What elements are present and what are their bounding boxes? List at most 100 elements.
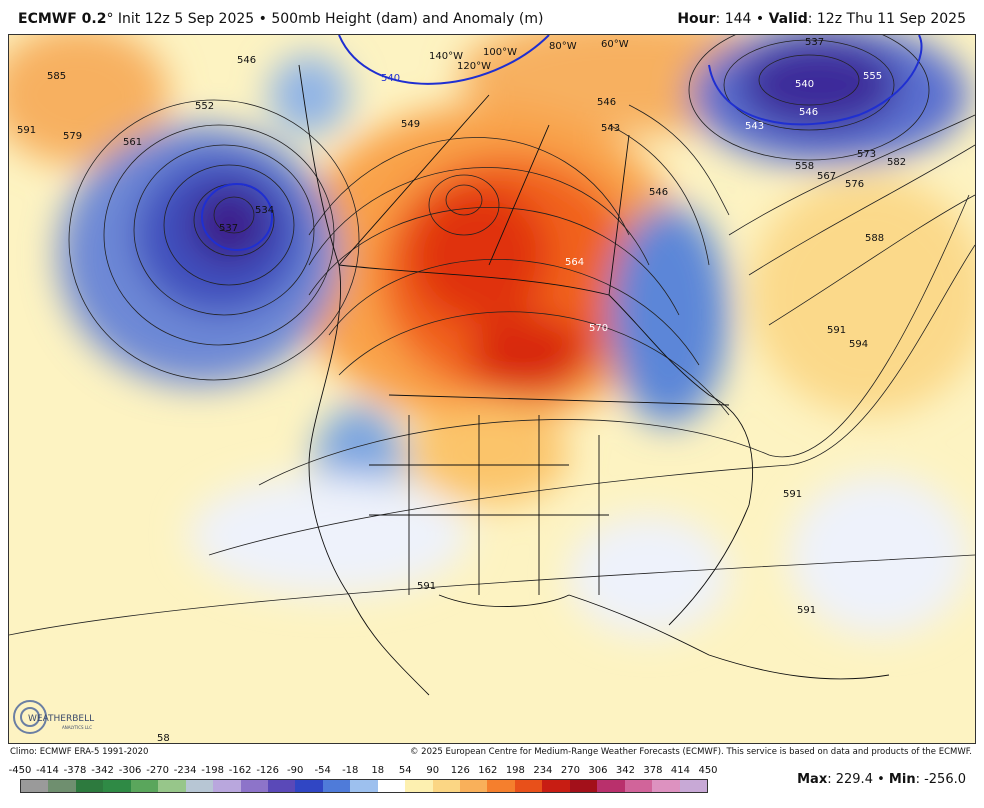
contour-label: 579 bbox=[63, 131, 82, 142]
contour-label: 588 bbox=[865, 233, 884, 244]
colorbar-tick-label: -90 bbox=[287, 765, 304, 776]
colorbar-swatch bbox=[130, 780, 159, 792]
anomaly-fields bbox=[9, 35, 975, 635]
contour-label: 555 bbox=[863, 71, 882, 82]
longitude-label: 100°W bbox=[483, 47, 517, 58]
height-contours bbox=[9, 35, 975, 636]
min-value: : -256.0 bbox=[915, 772, 966, 787]
longitude-label: 80°W bbox=[549, 41, 577, 52]
colorbar-swatch bbox=[377, 780, 406, 792]
colorbar-tick-label: -126 bbox=[256, 765, 280, 776]
colorbar-swatch bbox=[267, 780, 296, 792]
colorbar-tick-label: 342 bbox=[615, 765, 635, 776]
longitude-label: 120°W bbox=[457, 61, 491, 72]
contour-label: 567 bbox=[817, 171, 836, 182]
colorbar-swatch bbox=[48, 780, 76, 792]
dam540-contours bbox=[201, 35, 923, 251]
anomaly-southwest-near-zero bbox=[189, 475, 469, 595]
contour-label: 540 bbox=[381, 73, 400, 84]
colorbar-tick-label: -270 bbox=[146, 765, 169, 776]
valid-value: : 12z Thu 11 Sep 2025 bbox=[807, 11, 966, 27]
colorbar-tick-label: -234 bbox=[173, 765, 197, 776]
copyright-credit: © 2025 European Centre for Medium-Range … bbox=[409, 747, 972, 757]
colorbar-tick-label: -342 bbox=[91, 765, 114, 776]
colorbar-swatch bbox=[460, 780, 488, 792]
max-min-stats: Max: 229.4 • Min: -256.0 bbox=[797, 772, 966, 787]
colorbar-tick-label: 90 bbox=[426, 765, 440, 776]
contour-label: 546 bbox=[799, 107, 818, 118]
contour-label: 591 bbox=[417, 581, 436, 592]
anomaly-canada-positive-core bbox=[409, 185, 549, 325]
colorbar-tick-label: -198 bbox=[201, 765, 224, 776]
contour-label: 594 bbox=[849, 339, 868, 350]
colorbar-swatch bbox=[295, 780, 323, 792]
colorbar-tick-label: 414 bbox=[670, 765, 691, 776]
contour-label: 558 bbox=[795, 161, 814, 172]
contour-label: 546 bbox=[597, 97, 616, 108]
colorbar bbox=[20, 779, 708, 793]
contour-label: 543 bbox=[745, 121, 764, 132]
colorbar-tick-label: -18 bbox=[342, 765, 359, 776]
colorbar-swatch bbox=[185, 780, 214, 792]
anomaly-atlantic-near-zero bbox=[789, 475, 969, 635]
colorbar-swatch bbox=[405, 780, 433, 792]
colorbar-tick-label: 378 bbox=[643, 765, 663, 776]
colorbar-tick-label: -306 bbox=[118, 765, 142, 776]
anomaly-southeast-near-zero bbox=[569, 515, 729, 635]
colorbar-swatch bbox=[652, 780, 680, 792]
logo-swirl-icon bbox=[13, 700, 47, 734]
max-value: : 229.4 bbox=[827, 772, 873, 787]
contour-label: 534 bbox=[255, 205, 274, 216]
contour-label: 591 bbox=[17, 125, 36, 136]
hour-label: Hour bbox=[677, 11, 716, 27]
valid-label: Valid bbox=[768, 11, 808, 27]
contour-label: 576 bbox=[845, 179, 864, 190]
geography-lines bbox=[298, 64, 890, 696]
colorbar-tick-label: 306 bbox=[588, 765, 608, 776]
colorbar-swatch bbox=[514, 780, 543, 792]
anomaly-central-us-positive bbox=[409, 405, 569, 505]
max-label: Max bbox=[797, 772, 828, 787]
colorbar-swatch bbox=[240, 780, 268, 792]
anomaly-hudson-negative bbox=[609, 205, 729, 425]
longitude-label: 60°W bbox=[601, 39, 629, 50]
contour-label: 585 bbox=[47, 71, 66, 82]
stats-bullet: • bbox=[877, 772, 885, 787]
contour-label: 552 bbox=[195, 101, 214, 112]
contour-label: 58 bbox=[157, 733, 170, 743]
init-time: Init 12z 5 Sep 2025 bbox=[117, 11, 255, 27]
colorbar-ticks: -450 -414 -378 -342 -306 -270 -234 -198 -162 -126… bbox=[9, 765, 718, 779]
chart-title: ECMWF 0.2° Init 12z 5 Sep 2025 • 500mb H… bbox=[18, 11, 543, 27]
colorbar-tick-label: 270 bbox=[560, 765, 580, 776]
contour-label: 543 bbox=[601, 123, 620, 134]
contour-label: 564 bbox=[565, 257, 584, 268]
contour-label: 591 bbox=[783, 489, 802, 500]
colorbar-swatch bbox=[213, 780, 241, 792]
title-bullet: • bbox=[258, 11, 267, 27]
colorbar-swatch bbox=[569, 780, 598, 792]
anomaly-plains-positive-core bbox=[469, 315, 589, 395]
colorbar-swatch bbox=[432, 780, 460, 792]
contour-label: 537 bbox=[219, 223, 238, 234]
colorbar-swatch bbox=[679, 780, 707, 792]
colorbar-tick-label: 18 bbox=[371, 765, 385, 776]
contour-label: 549 bbox=[401, 119, 420, 130]
contour-label: 591 bbox=[797, 605, 816, 616]
anomaly-map: 585 591 579 561 552 546 537 534 540 549 … bbox=[8, 34, 976, 744]
weatherbell-logo: WEATHERBELL ANALYTICS LLC bbox=[13, 700, 94, 734]
colorbar-tick-label: -162 bbox=[228, 765, 252, 776]
time-bullet: • bbox=[755, 11, 765, 27]
colorbar-swatch bbox=[103, 780, 131, 792]
colorbar-swatch bbox=[21, 780, 49, 792]
min-label: Min bbox=[888, 772, 916, 787]
contour-label: 570 bbox=[589, 323, 608, 334]
contour-label: 591 bbox=[827, 325, 846, 336]
hour-value: : 144 bbox=[715, 11, 752, 27]
degree-symbol: ° bbox=[106, 11, 114, 27]
contour-label: 546 bbox=[649, 187, 668, 198]
colorbar-tick-label: 234 bbox=[533, 765, 553, 776]
header: ECMWF 0.2° Init 12z 5 Sep 2025 • 500mb H… bbox=[0, 0, 984, 34]
anomaly-north-atlantic-negative-core bbox=[739, 40, 899, 130]
colorbar-legend: -450 -414 -378 -342 -306 -270 -234 -198 -162 -126… bbox=[8, 762, 718, 806]
map-svg: 585 591 579 561 552 546 537 534 540 549 … bbox=[9, 35, 975, 743]
